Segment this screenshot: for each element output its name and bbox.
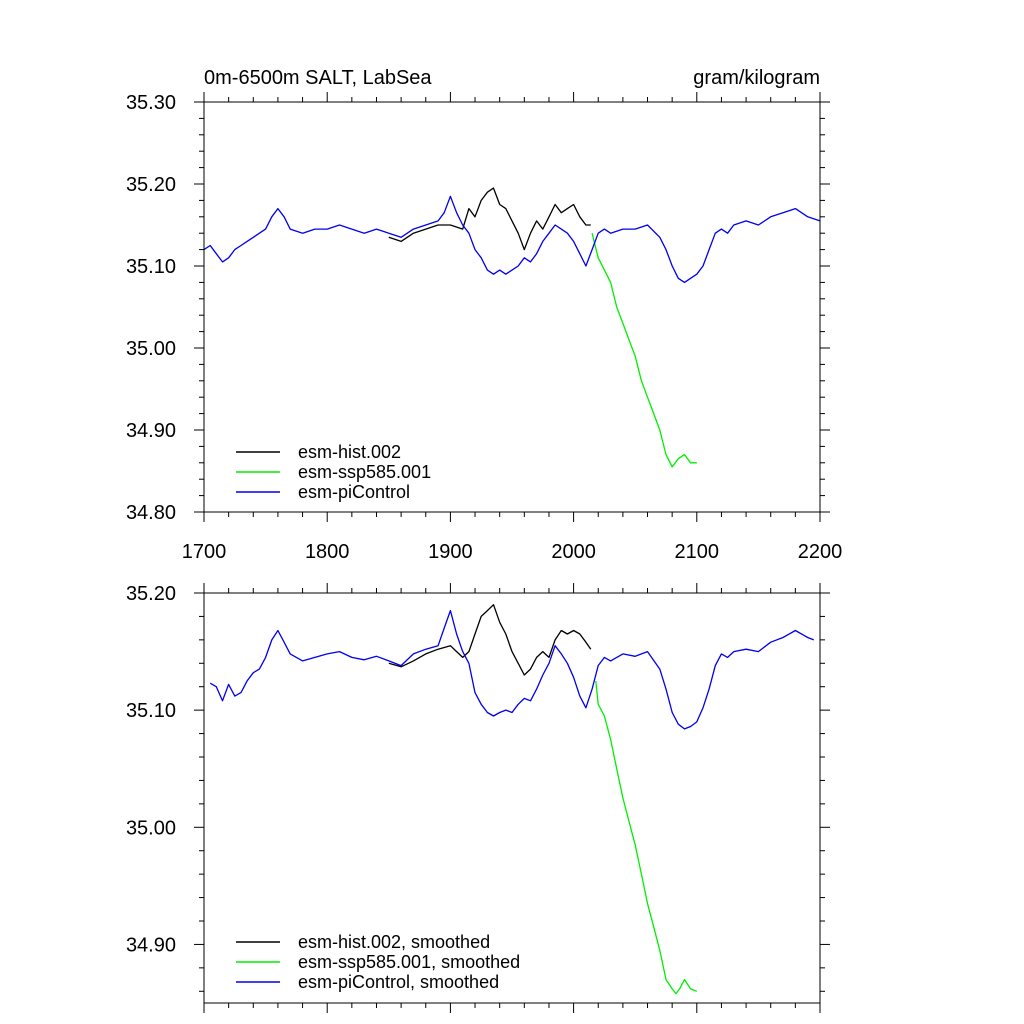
y-tick-label: 35.20 — [126, 583, 176, 605]
legend-label: esm-ssp585.001 — [298, 462, 431, 482]
series-line — [209, 609, 815, 730]
y-tick-label: 35.00 — [126, 817, 176, 839]
plot-frame — [203, 592, 821, 1004]
y-tick-label: 34.80 — [126, 502, 176, 524]
axis-ticks — [194, 92, 830, 522]
bottom-panel: 34.90 35.00 35.10 35.20 esm-hist.002, smoot… — [126, 583, 830, 1013]
x-tick-label: 1700 — [182, 541, 227, 563]
axis-tick-labels: 34.90 35.00 35.10 35.20 — [126, 583, 176, 956]
legend-label: esm-hist.002, smoothed — [298, 932, 490, 952]
x-tick-label: 1900 — [428, 541, 473, 563]
series-lines — [203, 187, 821, 468]
y-tick-label: 34.90 — [126, 934, 176, 956]
y-tick-label: 35.30 — [126, 92, 176, 114]
series-line — [595, 680, 698, 995]
plot-frame — [203, 101, 821, 513]
axis-tick-labels: 34.80 34.90 35.00 35.10 35.20 35.30 1700 1800 19… — [126, 92, 842, 563]
series-line — [591, 233, 697, 468]
axis-ticks — [194, 583, 830, 1013]
panel-title: 0m-6500m SALT, LabSea — [204, 67, 432, 89]
legend-label: esm-ssp585.001, smoothed — [298, 952, 520, 972]
y-tick-label: 35.20 — [126, 174, 176, 196]
series-lines — [209, 604, 815, 995]
y-tick-label: 34.90 — [126, 420, 176, 442]
y-tick-label: 35.00 — [126, 338, 176, 360]
series-line — [388, 187, 591, 251]
y-tick-label: 35.10 — [126, 256, 176, 278]
top-panel: 0m-6500m SALT, LabSea gram/kilogram 34.8… — [126, 67, 842, 563]
legend-label: esm-piControl — [298, 482, 410, 502]
legend-label: esm-hist.002 — [298, 442, 401, 462]
legend-label: esm-piControl, smoothed — [298, 972, 499, 992]
y-tick-label: 35.10 — [126, 700, 176, 722]
x-tick-label: 2000 — [551, 541, 596, 563]
x-tick-label: 1800 — [305, 541, 350, 563]
x-tick-label: 2200 — [798, 541, 843, 563]
series-line — [203, 195, 821, 284]
series-line — [388, 604, 592, 676]
units-label: gram/kilogram — [693, 67, 820, 89]
x-tick-label: 2100 — [675, 541, 720, 563]
